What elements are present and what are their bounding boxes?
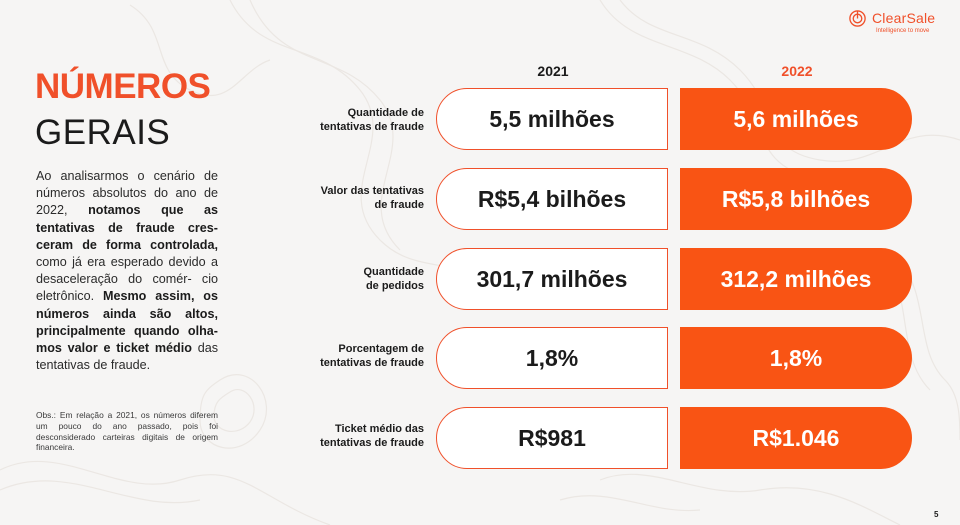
row-label-line: de fraude — [374, 199, 424, 211]
value-2021-average-ticket: R$981 — [436, 407, 668, 469]
value-2022-fraud-percentage: 1,8% — [680, 327, 912, 389]
body-text-2: como já era esperado devido a desacelera… — [36, 255, 218, 304]
body-bold-2: Mesmo assim, os números ainda são altos,… — [36, 289, 219, 356]
observation-note: Obs.: Em relação a 2021, os números dife… — [36, 410, 218, 453]
row-label-fraud-value: Valor das tentativas de fraude — [290, 184, 424, 212]
row-label-line: Valor das tentativas — [320, 185, 424, 197]
value-2022-average-ticket: R$1.046 — [680, 407, 912, 469]
year-header-2021: 2021 — [537, 63, 569, 79]
row-label-line: Porcentagem de — [338, 343, 424, 355]
body-text-1: Ao analisarmos o cenário de números abso… — [36, 169, 218, 218]
page-number: 5 — [934, 510, 939, 519]
clearsale-logo: ClearSale Intelligence to move — [848, 7, 948, 39]
value-2021-orders: 301,7 milhões — [436, 248, 668, 310]
row-label-line: tentativas de fraude — [320, 121, 424, 133]
body-bold-1: notamos que as tentativas de fraude cres… — [36, 203, 219, 252]
value-2022-fraud-attempts: 5,6 milhões — [680, 88, 912, 150]
clearsale-logo-icon — [849, 10, 866, 27]
page-subtitle: GERAIS — [35, 113, 171, 152]
page-title: NÚMEROS — [35, 67, 211, 106]
value-2022-fraud-value: R$5,8 bilhões — [680, 168, 912, 230]
logo-name: ClearSale — [872, 10, 936, 26]
row-label-line: Quantidade de — [347, 107, 424, 119]
row-label-line: Quantidade — [363, 266, 424, 278]
body-text-3: das tentativas de fraude. — [36, 341, 219, 373]
logo-tagline: Intelligence to move — [876, 28, 930, 34]
value-2021-fraud-attempts: 5,5 milhões — [436, 88, 668, 150]
value-2021-fraud-percentage: 1,8% — [436, 327, 668, 389]
value-2022-orders: 312,2 milhões — [680, 248, 912, 310]
row-label-line: tentativas de fraude — [320, 437, 424, 449]
row-label-fraud-percentage: Porcentagem de tentativas de fraude — [290, 342, 424, 370]
row-label-line: tentativas de fraude — [320, 357, 424, 369]
row-label-fraud-attempts: Quantidade de tentativas de fraude — [290, 106, 424, 134]
intro-paragraph: Ao analisarmos o cenário de números abso… — [36, 168, 218, 374]
row-label-line: Ticket médio das — [334, 423, 424, 435]
row-label-line: de pedidos — [365, 280, 424, 292]
row-label-orders: Quantidade de pedidos — [290, 265, 424, 293]
value-2021-fraud-value: R$5,4 bilhões — [436, 168, 668, 230]
row-label-average-ticket: Ticket médio das tentativas de fraude — [290, 422, 424, 450]
year-header-2022: 2022 — [781, 63, 813, 79]
